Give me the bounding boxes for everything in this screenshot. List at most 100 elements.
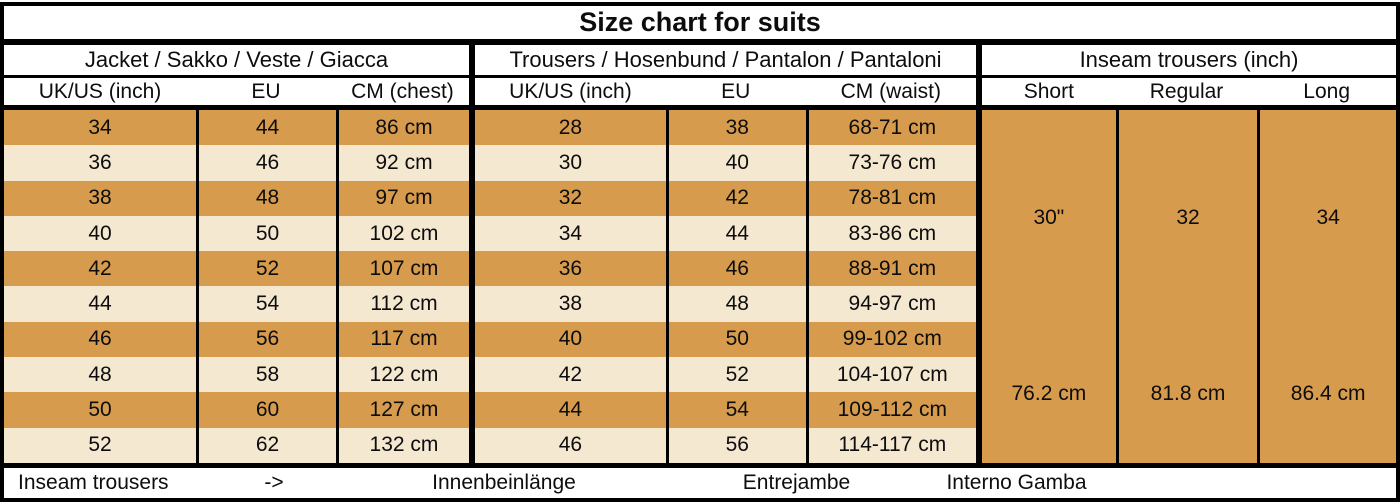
table-cell: 109-112 cm (805, 392, 976, 428)
table-cell: 44 (88, 292, 112, 316)
table-cell: 44 (196, 110, 336, 146)
table-row: 50 60 127 cm (4, 392, 469, 428)
table-row: 42 52 104-107 cm (475, 357, 976, 393)
table-cell: 46 (665, 251, 806, 287)
table-cell: 48 (88, 362, 112, 386)
table-cell: 34 (1316, 205, 1340, 229)
section-header-trousers: Trousers / Hosenbund / Pantalon / Pantal… (475, 45, 976, 78)
table-cell: 104-107 cm (805, 357, 976, 393)
table-cell: 46 (88, 327, 112, 351)
table-cell: 122 cm (335, 357, 469, 393)
table-cell: 40 (88, 221, 112, 245)
table-cell: 132 cm (335, 427, 469, 463)
table-cell: 60 (196, 392, 336, 428)
table-cell: 30 (558, 150, 583, 174)
column-header: Short (1023, 79, 1074, 103)
inseam-merged-cells: 30" 76.2 cm 32 81.8 cm 34 86.4 cm (982, 110, 1396, 463)
table-cell: 86.4 cm (1290, 382, 1366, 406)
section-inseam: Inseam trousers (inch) Short Regular Lon… (982, 45, 1396, 463)
table-row: 46 56 117 cm (4, 321, 469, 358)
table-cell: 32 (1176, 205, 1200, 229)
inseam-column-regular: 32 81.8 cm (1115, 110, 1258, 463)
table-cell: 48 (196, 180, 336, 216)
table-cell: 34 (558, 221, 583, 245)
table-cell: 73-76 cm (805, 145, 976, 181)
table-cell: 36 (558, 256, 583, 280)
top-margin (0, 0, 1400, 2)
table-cell: 54 (665, 392, 806, 428)
column-headers-jacket: UK/US (inch) EU CM (chest) (4, 78, 469, 110)
jacket-rows: 34 44 86 cm 36 46 92 cm 38 48 97 cm 40 50 102 cm 42 5… (4, 110, 469, 463)
table-cell: 46 (196, 145, 336, 181)
table-cell: 38 (558, 292, 583, 316)
table-row: 52 62 132 cm (4, 427, 469, 463)
table-cell: 127 cm (335, 392, 469, 428)
footer-row: Inseam trousers -> Innenbeinlänge Entrej… (4, 463, 1396, 498)
table-cell: 28 (558, 115, 583, 139)
table-cell: 50 (665, 321, 806, 358)
table-cell: 76.2 cm (1011, 382, 1087, 406)
footer-arrow: -> (264, 471, 284, 494)
table-cell: 94-97 cm (805, 286, 976, 322)
table-cell: 44 (558, 398, 583, 422)
table-cell: 114-117 cm (805, 427, 976, 463)
section-jacket: Jacket / Sakko / Veste / Giacca UK/US (i… (4, 45, 469, 463)
trousers-rows: 28 38 68-71 cm 30 40 73-76 cm 32 42 78-81 cm 34 44… (475, 110, 976, 463)
table-row: 34 44 86 cm (4, 110, 469, 146)
table-cell: 40 (558, 327, 583, 351)
page-title: Size chart for suits (579, 7, 821, 37)
inseam-column-long: 34 86.4 cm (1257, 110, 1396, 463)
table-row: 44 54 109-112 cm (475, 392, 976, 428)
table-cell: 42 (558, 362, 583, 386)
table-row: 48 58 122 cm (4, 357, 469, 393)
column-header: Long (1303, 79, 1350, 103)
table-cell: 92 cm (335, 145, 469, 181)
column-header: EU (251, 79, 281, 103)
table-cell: 46 (558, 433, 583, 457)
table-cell: 86 cm (335, 110, 469, 146)
table-cell: 30" (1033, 205, 1065, 229)
table-cell: 40 (665, 145, 806, 181)
table-cell: 117 cm (335, 321, 469, 358)
table-cell: 36 (88, 150, 112, 174)
table-row: 34 44 83-86 cm (475, 215, 976, 252)
column-header: CM (chest) (351, 79, 454, 103)
footer-translation-fr: Entrejambe (742, 471, 851, 494)
table-row: 36 46 88-91 cm (475, 251, 976, 287)
table-cell: 52 (665, 357, 806, 393)
column-header: Regular (1149, 79, 1224, 103)
footer-label: Inseam trousers (18, 471, 169, 494)
table-cell: 42 (665, 180, 806, 216)
table-cell: 78-81 cm (805, 180, 976, 216)
table-row: 40 50 99-102 cm (475, 321, 976, 358)
column-header: UK/US (inch) (509, 79, 632, 103)
column-header: CM (waist) (840, 79, 941, 103)
table-cell: 62 (196, 427, 336, 463)
table-cell: 88-91 cm (805, 251, 976, 287)
table-cell: 54 (196, 286, 336, 322)
column-header: EU (721, 79, 751, 103)
table-row: 42 52 107 cm (4, 251, 469, 287)
table-row: 28 38 68-71 cm (475, 110, 976, 146)
table-cell: 42 (88, 256, 112, 280)
section-trousers: Trousers / Hosenbund / Pantalon / Pantal… (475, 45, 976, 463)
section-header-jacket: Jacket / Sakko / Veste / Giacca (4, 45, 469, 78)
section-divider (976, 45, 982, 463)
table-row: 30 40 73-76 cm (475, 145, 976, 181)
table-cell: 32 (558, 186, 583, 210)
table-row: 32 42 78-81 cm (475, 180, 976, 216)
inseam-column-short: 30" 76.2 cm (982, 110, 1116, 463)
footer-translation-de: Innenbeinlänge (432, 471, 576, 494)
table-row: 46 56 114-117 cm (475, 427, 976, 463)
column-header: UK/US (inch) (38, 79, 162, 103)
table-body: Jacket / Sakko / Veste / Giacca UK/US (i… (4, 45, 1396, 463)
table-cell: 44 (665, 215, 806, 252)
table-cell: 50 (88, 398, 112, 422)
bottom-margin (0, 502, 1400, 504)
table-cell: 52 (196, 251, 336, 287)
table-cell: 34 (88, 115, 112, 139)
table-cell: 56 (196, 321, 336, 358)
table-row: 38 48 97 cm (4, 180, 469, 216)
